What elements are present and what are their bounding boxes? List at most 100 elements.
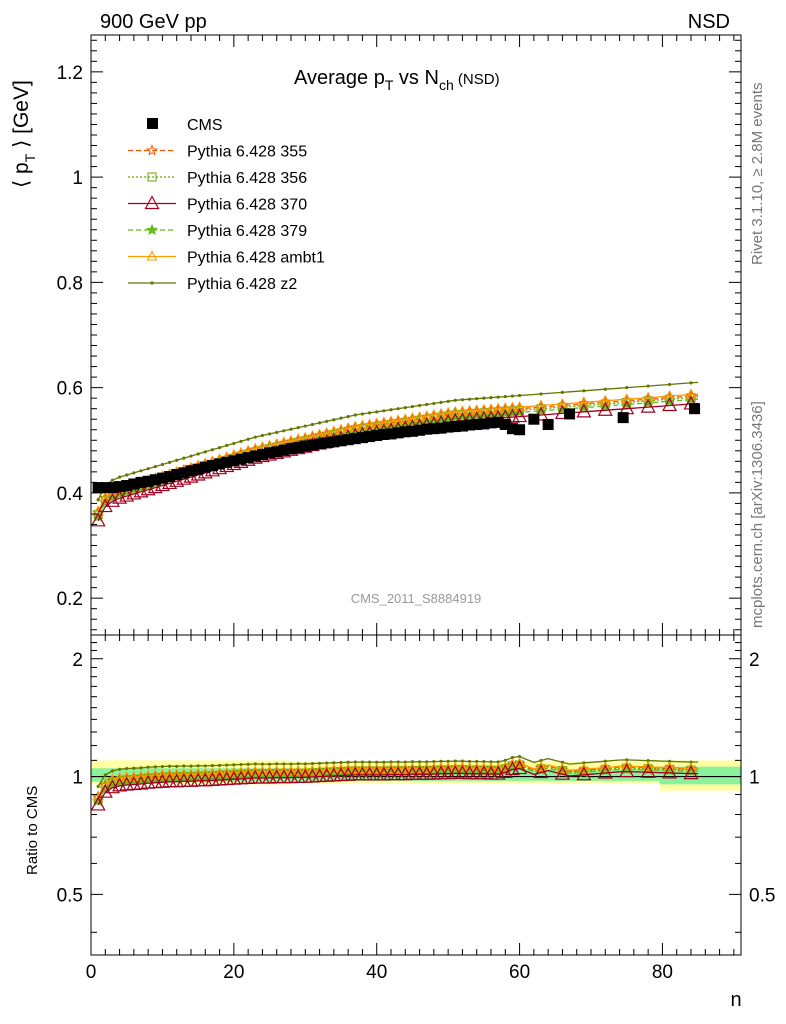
series-marker — [467, 397, 472, 401]
y-tick-label: 1 — [72, 168, 83, 189]
series-marker — [339, 416, 343, 420]
legend-label-cms: CMS — [187, 117, 223, 134]
cms-data-point — [442, 421, 454, 433]
series-marker — [510, 394, 515, 398]
cms-data-point — [392, 427, 404, 439]
cms-data-point — [464, 419, 476, 431]
ratio-marker — [510, 755, 515, 760]
ratio-marker — [475, 759, 479, 764]
ratio-marker — [157, 768, 168, 779]
series-marker — [403, 406, 407, 410]
ratio-marker — [260, 762, 265, 766]
ratio-marker — [178, 768, 190, 779]
ratio-marker — [664, 761, 675, 772]
stat-band — [291, 769, 660, 781]
ratio-marker — [414, 762, 425, 773]
series-marker — [353, 413, 357, 417]
series-marker — [317, 421, 322, 425]
cms-data-point — [456, 420, 468, 432]
ratio-marker — [514, 756, 525, 768]
legend-label: Pythia 6.428 379 — [187, 223, 307, 240]
ratio-marker — [396, 760, 400, 764]
ratio-tick-label-right: 0.5 — [749, 885, 775, 906]
y-tick-label: 1.2 — [57, 63, 83, 84]
legend-label: Pythia 6.428 370 — [187, 197, 307, 214]
ratio-marker — [253, 762, 257, 766]
cms-data-point — [121, 480, 133, 492]
series-marker — [125, 473, 129, 477]
cms-data-point — [564, 408, 576, 420]
series-marker — [475, 397, 479, 401]
ratio-marker — [619, 763, 635, 778]
ratio-marker — [289, 762, 293, 766]
ratio-marker — [299, 765, 311, 776]
series-marker — [489, 396, 493, 400]
ratio-marker — [392, 762, 404, 773]
cms-data-point — [185, 465, 197, 477]
ratio-marker — [264, 765, 275, 776]
ratio-marker — [449, 761, 461, 772]
ratio-marker — [257, 765, 268, 776]
series-marker — [625, 386, 629, 390]
ratio-marker — [371, 762, 383, 774]
ratio-marker — [149, 769, 161, 780]
cms-data-point — [228, 455, 240, 467]
cms-data-point — [171, 468, 183, 480]
ratio-marker — [599, 761, 611, 772]
ratio-marker — [221, 766, 233, 777]
series-marker — [303, 424, 307, 428]
cms-data-point — [328, 436, 340, 448]
series-marker — [460, 398, 465, 402]
series-marker — [410, 404, 415, 409]
ratio-marker — [167, 764, 172, 768]
ratio-tick-label: 0.5 — [57, 885, 83, 906]
series-marker — [175, 458, 179, 462]
ratio-marker — [317, 761, 322, 765]
cms-data-point — [342, 434, 354, 446]
legend-marker — [144, 195, 160, 210]
cms-data-point — [478, 418, 490, 430]
cms-data-point — [206, 460, 218, 472]
ratio-marker — [453, 759, 457, 763]
ratio-marker — [203, 764, 207, 768]
cms-data-point — [321, 437, 333, 449]
ratio-marker — [539, 758, 543, 763]
series-marker — [246, 437, 250, 441]
ratio-marker — [103, 773, 107, 777]
ratio-marker — [621, 760, 633, 771]
ratio-marker — [353, 760, 357, 764]
ratio-axis-label: Ratio to CMS — [24, 786, 41, 875]
ratio-marker — [417, 760, 422, 764]
ratio-marker — [132, 766, 136, 770]
series-marker — [689, 381, 693, 385]
ratio-marker — [271, 765, 283, 776]
ratio-marker — [267, 762, 272, 766]
series-line — [97, 396, 699, 515]
cms-data-point — [399, 426, 411, 438]
ratio-marker — [360, 760, 365, 764]
ratio-marker — [378, 763, 390, 774]
x-tick-label: 80 — [652, 962, 673, 983]
cms-data-point — [192, 463, 204, 475]
ratio-marker — [128, 770, 140, 781]
cms-data-point — [156, 472, 168, 484]
cms-data-point — [506, 423, 518, 435]
ratio-marker — [557, 762, 568, 773]
series-marker — [160, 462, 165, 467]
ratio-line — [97, 767, 699, 806]
ratio-marker — [554, 765, 570, 780]
ratio-tick-label-right: 1 — [749, 768, 760, 789]
series-marker — [646, 384, 650, 388]
cms-data-point — [114, 481, 126, 493]
series-marker — [289, 427, 293, 431]
ratio-marker — [321, 764, 333, 775]
cms-data-point — [449, 421, 461, 433]
ratio-marker — [685, 762, 697, 773]
series-pythia-6.428-z2 — [96, 381, 699, 502]
cms-data-point — [106, 482, 118, 494]
ratio-marker — [683, 765, 699, 780]
ratio-marker — [228, 766, 240, 777]
cms-data-point — [385, 428, 397, 440]
series-marker — [662, 397, 678, 412]
ratio-marker — [189, 764, 193, 768]
